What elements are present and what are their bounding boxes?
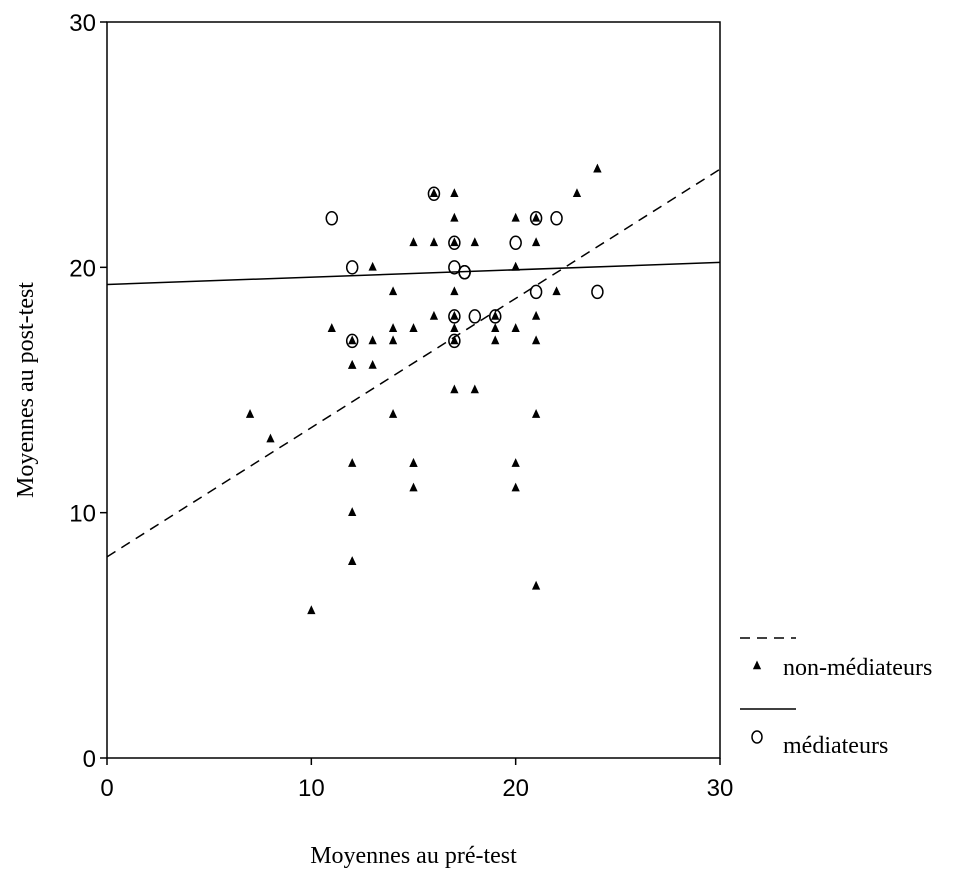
point-non-mediateurs xyxy=(429,310,439,320)
point-non-mediateurs xyxy=(491,323,500,332)
point-mediateurs xyxy=(448,235,461,251)
y-tick-label: 30 xyxy=(69,10,96,37)
point-non-mediateurs xyxy=(388,323,398,332)
fit-lines xyxy=(106,168,721,558)
point-non-mediateurs xyxy=(511,323,520,332)
point-non-mediateurs xyxy=(531,237,541,247)
point-mediateurs xyxy=(529,284,543,300)
point-mediateurs xyxy=(550,211,563,226)
point-non-mediateurs xyxy=(368,335,377,345)
point-non-mediateurs xyxy=(429,188,439,198)
point-non-mediateurs xyxy=(245,409,255,418)
point-non-mediateurs xyxy=(348,458,357,467)
point-non-mediateurs xyxy=(450,335,459,345)
point-non-mediateurs xyxy=(450,323,459,332)
point-non-mediateurs xyxy=(470,384,479,394)
point-non-mediateurs xyxy=(511,458,520,467)
x-tick-label: 20 xyxy=(502,775,529,802)
point-non-mediateurs xyxy=(388,409,398,418)
point-non-mediateurs xyxy=(409,323,418,332)
point-non-mediateurs xyxy=(450,237,459,247)
legend-label-non-mediateurs: non-médiateurs xyxy=(783,655,932,681)
point-non-mediateurs xyxy=(388,286,398,296)
axis-ticks: 0 10 20 30 0 10 20 30 xyxy=(69,10,733,802)
data-points xyxy=(245,163,604,615)
fit-line-non-mediateurs xyxy=(106,168,721,558)
point-non-mediateurs xyxy=(409,482,418,492)
point-non-mediateurs xyxy=(450,286,459,296)
legend-circle-marker xyxy=(751,730,763,744)
legend: non-médiateurs médiateurs xyxy=(740,637,932,759)
point-non-mediateurs xyxy=(450,310,459,320)
point-non-mediateurs xyxy=(348,556,357,566)
point-non-mediateurs xyxy=(531,335,541,345)
y-tick-label: 10 xyxy=(69,501,96,528)
point-mediateurs xyxy=(529,211,543,226)
point-non-mediateurs xyxy=(511,261,520,271)
point-non-mediateurs xyxy=(531,212,541,222)
point-non-mediateurs xyxy=(572,188,582,198)
point-non-mediateurs xyxy=(327,323,336,332)
point-mediateurs xyxy=(448,260,461,275)
point-non-mediateurs xyxy=(593,163,602,173)
point-mediateurs xyxy=(488,309,502,324)
point-non-mediateurs xyxy=(348,359,357,369)
point-non-mediateurs xyxy=(491,310,500,320)
point-mediateurs xyxy=(591,284,604,300)
point-non-mediateurs xyxy=(511,212,520,222)
point-mediateurs xyxy=(345,260,359,275)
point-non-mediateurs xyxy=(531,310,541,320)
point-non-mediateurs xyxy=(409,237,418,247)
plot-frame xyxy=(106,21,721,759)
point-mediateurs xyxy=(468,309,482,324)
y-tick-label: 20 xyxy=(69,255,96,282)
point-non-mediateurs xyxy=(511,482,520,492)
point-non-mediateurs xyxy=(307,605,316,615)
point-non-mediateurs xyxy=(266,433,275,443)
y-tick-label: 0 xyxy=(83,746,96,773)
legend-label-mediateurs: médiateurs xyxy=(783,733,888,759)
point-mediateurs xyxy=(509,235,522,251)
point-mediateurs xyxy=(325,211,339,226)
point-non-mediateurs xyxy=(450,188,459,198)
point-non-mediateurs xyxy=(368,261,377,271)
x-axis-title: Moyennes au pré-test xyxy=(310,843,517,869)
point-non-mediateurs xyxy=(388,335,398,345)
point-non-mediateurs xyxy=(409,458,418,467)
point-non-mediateurs xyxy=(450,212,459,222)
point-non-mediateurs xyxy=(531,580,541,590)
point-non-mediateurs xyxy=(348,507,357,516)
point-mediateurs xyxy=(458,264,471,280)
point-non-mediateurs xyxy=(470,237,479,247)
x-tick-label: 10 xyxy=(298,775,325,802)
fit-line-mediateurs xyxy=(106,261,721,286)
point-mediateurs xyxy=(427,186,441,201)
point-non-mediateurs xyxy=(450,384,459,394)
point-mediateurs xyxy=(448,333,461,349)
point-non-mediateurs xyxy=(348,335,357,345)
point-mediateurs xyxy=(345,333,359,349)
x-tick-label: 30 xyxy=(707,775,734,802)
legend-triangle-marker xyxy=(752,660,762,670)
point-non-mediateurs xyxy=(531,409,541,418)
point-non-mediateurs xyxy=(552,286,561,296)
y-axis-title: Moyennes au post-test xyxy=(13,282,39,498)
point-non-mediateurs xyxy=(368,359,377,369)
point-non-mediateurs xyxy=(491,335,500,345)
point-non-mediateurs xyxy=(429,237,439,247)
x-tick-label: 0 xyxy=(100,775,113,802)
point-mediateurs xyxy=(448,309,461,324)
